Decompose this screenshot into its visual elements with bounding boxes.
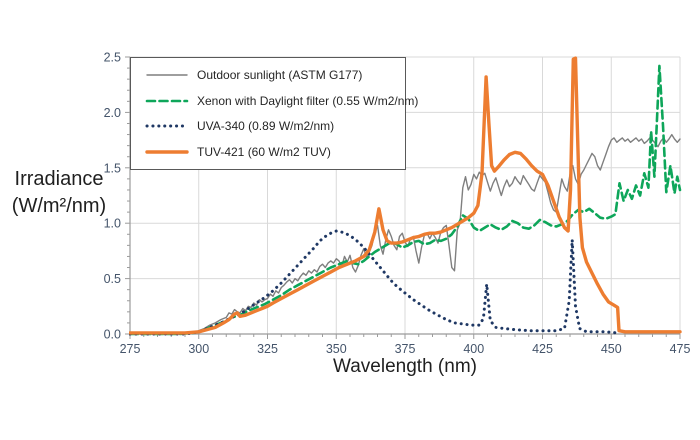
legend-item: Outdoor sunlight (ASTM G177) bbox=[145, 68, 397, 82]
y-tick-label: 1.5 bbox=[104, 161, 121, 175]
x-tick-label: 300 bbox=[188, 342, 209, 356]
x-axis: 275 300 325 350 375 400 425 450 475 bbox=[120, 333, 691, 356]
legend-line-sample-sunlight bbox=[146, 74, 188, 76]
x-tick-label: 275 bbox=[120, 342, 141, 356]
legend-item: Xenon with Daylight filter (0.55 W/m2/nm… bbox=[145, 94, 418, 108]
legend-item-label: TUV-421 (60 W/m2 TUV) bbox=[197, 145, 331, 160]
legend-line-sample-xenon bbox=[145, 99, 189, 102]
legend-item: TUV-421 (60 W/m2 TUV) bbox=[145, 145, 397, 159]
y-axis-title-line2: (W/m²/nm) bbox=[11, 195, 107, 217]
legend-item: UVA-340 (0.89 W/m2/nm) bbox=[145, 119, 397, 133]
series-xenon bbox=[129, 64, 682, 336]
legend: Outdoor sunlight (ASTM G177) Xenon with … bbox=[130, 57, 418, 170]
legend-item-label: Outdoor sunlight (ASTM G177) bbox=[197, 67, 363, 82]
legend-line-sample-tuv421 bbox=[145, 150, 189, 154]
series-tuv-421 bbox=[129, 56, 682, 335]
y-tick-label: 2.5 bbox=[104, 51, 121, 65]
y-tick-label: 2.0 bbox=[104, 106, 121, 120]
x-tick-label: 450 bbox=[601, 342, 622, 356]
y-tick-label: 1.0 bbox=[104, 217, 121, 231]
x-tick-label: 475 bbox=[670, 342, 691, 356]
y-tick-label: 0.5 bbox=[104, 272, 121, 286]
x-tick-label: 325 bbox=[257, 342, 278, 356]
y-axis-title: Irradiance (W/m²/nm) bbox=[0, 166, 118, 220]
y-tick-label: 0.0 bbox=[104, 328, 121, 342]
x-tick-label: 350 bbox=[326, 342, 347, 356]
legend-line-sample-uva340 bbox=[145, 124, 189, 128]
x-axis-title: Wavelength (nm) bbox=[333, 356, 477, 377]
legend-item-label: Xenon with Daylight filter (0.55 W/m2/nm… bbox=[197, 93, 419, 108]
x-tick-label: 375 bbox=[395, 342, 416, 356]
y-axis-title-line1: Irradiance bbox=[14, 168, 104, 190]
x-tick-label: 425 bbox=[532, 342, 553, 356]
series-uva-340 bbox=[129, 229, 619, 336]
x-tick-label: 400 bbox=[463, 342, 484, 356]
legend-item-label: UVA-340 (0.89 W/m2/nm) bbox=[197, 119, 335, 134]
